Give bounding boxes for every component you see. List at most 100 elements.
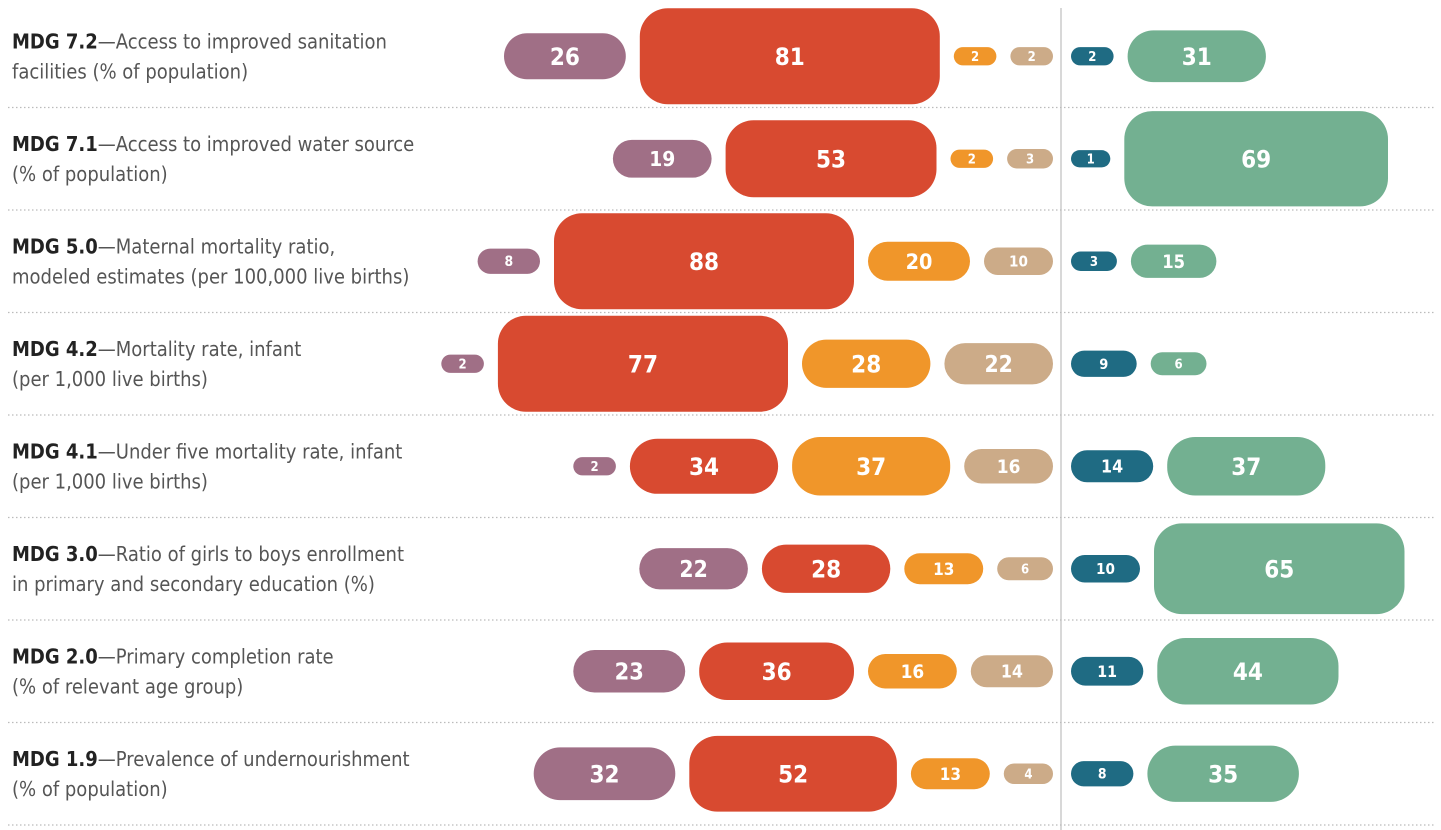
bubble-shape: [1071, 450, 1154, 483]
bubble-shape: [761, 544, 891, 593]
bubble-shape: [1071, 47, 1114, 66]
indicator-description: —Maternal mortality ratio,: [98, 234, 335, 258]
indicator-row: MDG 4.1—Under five mortality rate, infan…: [8, 436, 1436, 519]
indicator-description-line2: in primary and secondary education (%): [12, 572, 375, 596]
bubble-teal: 10: [1071, 555, 1140, 583]
indicator-code: MDG 4.2: [12, 337, 98, 361]
bubble-shape: [802, 339, 931, 388]
bubble-shape: [1071, 150, 1111, 168]
bubble-value-label: 22: [984, 352, 1012, 378]
bubble-value-label: 20: [906, 250, 933, 275]
bubble-mauve: 19: [612, 139, 712, 178]
bubble-value-label: 13: [940, 765, 961, 785]
bubble-value-label: 16: [997, 456, 1021, 478]
bubble-mauve: 8: [477, 248, 540, 274]
bubble-value-label: 9: [1099, 357, 1108, 373]
bubble-value-label: 37: [856, 453, 886, 481]
bubble-value-label: 2: [1028, 50, 1036, 65]
indicator-label-line1: MDG 7.1—Access to improved water source: [12, 132, 414, 156]
bubble-value-label: 2: [968, 152, 976, 167]
bubble-shape: [910, 758, 990, 790]
bubble-value-label: 14: [1001, 663, 1023, 683]
bubble-shape: [1130, 244, 1217, 278]
indicator-row: MDG 3.0—Ratio of girls to boys enrollmen…: [8, 523, 1436, 621]
bubble-green: 37: [1167, 436, 1326, 496]
indicator-description: —Prevalence of undernourishment: [98, 747, 410, 771]
bubble-shape: [1150, 352, 1207, 376]
bubble-shape: [497, 315, 788, 412]
bubble-tan: 22: [944, 343, 1053, 385]
indicator-code: MDG 3.0: [12, 542, 98, 566]
bubble-orange: 13: [910, 758, 990, 790]
indicator-row: MDG 5.0—Maternal mortality ratio, modeled…: [8, 213, 1436, 314]
bubble-value-label: 6: [1021, 562, 1029, 577]
bubble-orange: 28: [802, 339, 931, 388]
indicator-code: MDG 1.9: [12, 747, 98, 771]
bubble-value-label: 2: [591, 460, 599, 475]
bubble-value-label: 10: [1009, 253, 1028, 271]
indicator-description: —Primary completion rate: [98, 644, 334, 668]
bubble-shape: [725, 120, 937, 198]
bubble-shape: [573, 457, 616, 476]
bubble-value-label: 35: [1208, 760, 1238, 788]
indicator-code: MDG 2.0: [12, 644, 98, 668]
indicator-code: MDG 7.1: [12, 132, 98, 156]
bubble-value-label: 6: [1175, 357, 1183, 372]
bubble-value-label: 19: [649, 147, 675, 171]
bubble-value-label: 23: [615, 658, 644, 686]
bubble-mauve: 26: [504, 33, 626, 80]
bubble-shape: [573, 650, 686, 693]
bubble-value-label: 3: [1026, 152, 1034, 167]
indicator-label-line1: MDG 4.1—Under five mortality rate, infan…: [12, 439, 402, 463]
bubble-orange: 16: [868, 654, 957, 689]
bubble-value-label: 15: [1162, 252, 1185, 273]
indicator-description: —Access to improved water source: [98, 132, 415, 156]
bubble-orange: 13: [904, 553, 984, 585]
bubble-red: 28: [761, 544, 891, 593]
bubble-shape: [1007, 149, 1053, 169]
indicator-description: —Access to improved sanitation: [98, 29, 387, 53]
bubble-shape: [1154, 523, 1405, 615]
bubble-value-label: 1: [1087, 152, 1095, 167]
bubble-shape: [1071, 555, 1140, 583]
bubble-red: 34: [629, 438, 779, 494]
bubble-value-label: 28: [851, 350, 881, 378]
bubble-tan: 10: [984, 247, 1053, 275]
bubble-orange: 2: [950, 149, 994, 168]
bubble-value-label: 22: [679, 557, 707, 583]
indicator-label-line1: MDG 2.0—Primary completion rate: [12, 644, 334, 668]
bubble-shape: [944, 343, 1053, 385]
bubble-orange: 37: [792, 436, 951, 496]
indicator-description-line2: facilities (% of population): [12, 59, 248, 83]
bubble-tan: 14: [970, 655, 1053, 688]
bubble-shape: [984, 247, 1053, 275]
bubble-shape: [1147, 745, 1299, 802]
bubble-teal: 1: [1071, 150, 1111, 168]
bubble-value-label: 88: [689, 248, 719, 276]
indicator-description-line2: (% of population): [12, 777, 168, 801]
bubble-value-label: 31: [1182, 43, 1212, 71]
bubble-value-label: 36: [762, 658, 792, 686]
indicator-row: MDG 4.2—Mortality rate, infant (per 1,000…: [8, 315, 1436, 416]
bubble-value-label: 52: [778, 760, 808, 788]
bubble-value-label: 69: [1241, 145, 1271, 173]
bubble-tan: 16: [964, 449, 1053, 484]
bubble-value-label: 34: [689, 453, 719, 481]
bubble-shape: [1127, 30, 1266, 83]
bubble-mauve: 23: [573, 650, 686, 693]
indicator-row: MDG 1.9—Prevalence of undernourishment (%…: [8, 735, 1436, 826]
bubble-tan: 3: [1007, 149, 1053, 169]
bubble-value-label: 4: [1024, 767, 1032, 782]
indicator-description: —Ratio of girls to boys enrollment: [98, 542, 404, 566]
indicator-code: MDG 4.1: [12, 439, 98, 463]
bubble-shape: [477, 248, 540, 274]
bubble-shape: [629, 438, 779, 494]
bubble-value-label: 8: [1098, 767, 1107, 783]
indicator-description-line2: (% of population): [12, 162, 168, 186]
bubble-teal: 14: [1071, 450, 1154, 483]
bubble-shape: [868, 241, 970, 281]
indicator-description-line2: (per 1,000 live births): [12, 469, 208, 493]
bubble-value-label: 37: [1231, 453, 1261, 481]
bubble-green: 35: [1147, 745, 1299, 802]
bubble-value-label: 2: [1088, 50, 1096, 65]
